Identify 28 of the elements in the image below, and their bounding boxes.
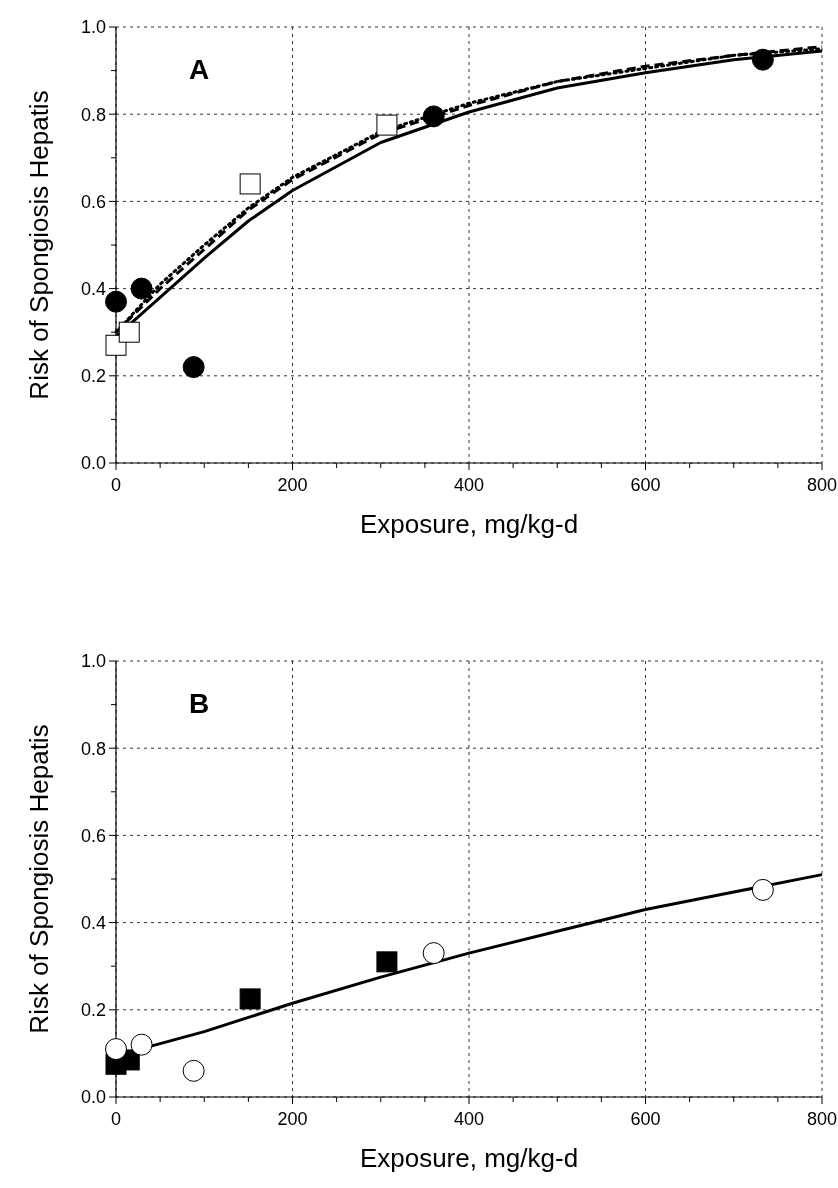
y-tick-label: 0.4 xyxy=(80,278,106,299)
annotation: A xyxy=(188,54,210,85)
y-tick-label: 0.2 xyxy=(80,1000,106,1021)
y-tick-label: 0.4 xyxy=(80,912,106,933)
y-tick-label: 0.0 xyxy=(80,453,106,474)
x-tick-label: 600 xyxy=(630,475,661,495)
x-axis-title: Exposure, mg/kg-d xyxy=(359,509,579,539)
y-tick-label: 0.6 xyxy=(80,191,106,212)
y-tick-label: 1.0 xyxy=(80,651,106,672)
x-tick-label: 800 xyxy=(806,1109,838,1129)
y-tick-label: 0.8 xyxy=(80,738,106,759)
x-tick-label: 600 xyxy=(630,1109,661,1129)
x-tick-label: 400 xyxy=(453,475,485,495)
y-axis-title: Risk of Spongiosis Hepatis xyxy=(24,724,54,1034)
x-tick-label: 0 xyxy=(110,475,122,495)
x-tick-label: 400 xyxy=(453,1109,485,1129)
y-tick-label: 0.2 xyxy=(80,366,106,387)
y-tick-label: 1.0 xyxy=(80,17,106,38)
x-tick-label: 0 xyxy=(110,1109,122,1129)
x-tick-label: 200 xyxy=(277,475,308,495)
y-tick-label: 0.6 xyxy=(80,825,106,846)
y-tick-label: 0.8 xyxy=(80,104,106,125)
x-axis-title: Exposure, mg/kg-d xyxy=(359,1143,579,1173)
x-tick-label: 200 xyxy=(277,1109,308,1129)
y-tick-label: 0.0 xyxy=(80,1087,106,1108)
y-axis-title: Risk of Spongiosis Hepatis xyxy=(24,90,54,400)
annotation: B xyxy=(188,688,210,719)
x-tick-label: 800 xyxy=(806,475,838,495)
